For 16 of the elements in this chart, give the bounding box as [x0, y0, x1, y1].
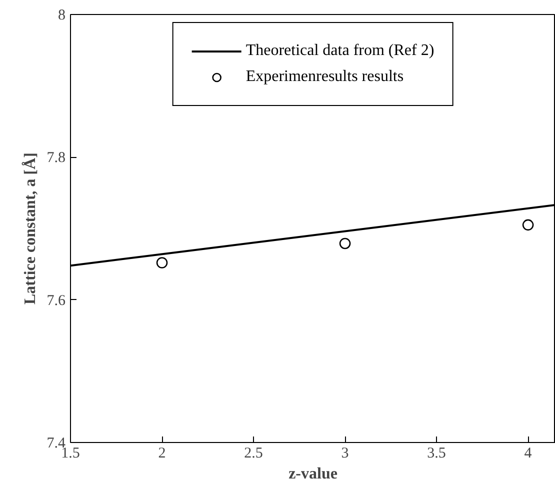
legend-label: Theoretical data from (Ref 2) [246, 42, 434, 60]
x-tick-label: 2.5 [244, 446, 263, 462]
x-tick-label: 1.5 [61, 446, 80, 462]
point [339, 238, 351, 250]
y-tick-label: 8 [58, 8, 66, 24]
point [522, 219, 534, 231]
y-axis-title: Lattice constant, a [Å] [20, 152, 39, 304]
x-tick-label: 2 [158, 446, 166, 462]
x-tick-label: 3.5 [427, 446, 446, 462]
point [156, 257, 168, 268]
x-tick-label: 3 [341, 446, 349, 462]
y-tick-label: 7.6 [46, 292, 66, 309]
x-tick-label: 4 [524, 446, 532, 462]
y-tick-label: 7.8 [46, 150, 66, 166]
legend-label: Experimenresults results [246, 68, 404, 86]
x-axis-title: z-value [288, 466, 338, 482]
